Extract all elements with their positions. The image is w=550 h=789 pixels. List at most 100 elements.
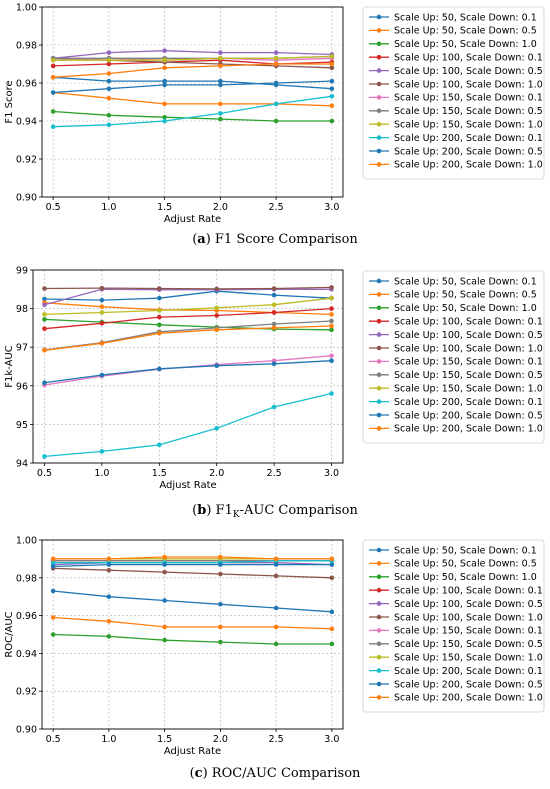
legend-entry: Scale Up: 50, Scale Down: 0.1 [394, 545, 537, 556]
data-point [329, 312, 334, 317]
legend-swatch-marker [376, 95, 382, 100]
series-line [53, 567, 332, 579]
data-point [329, 103, 335, 109]
caption-text: ROC/AUC Comparison [208, 766, 361, 781]
y-tick-label: 97 [16, 343, 28, 354]
legend-entry: Scale Up: 150, Scale Down: 0.1 [394, 93, 543, 104]
data-point [329, 118, 335, 124]
data-point [214, 363, 220, 369]
series-line [44, 307, 332, 330]
data-point [218, 111, 223, 116]
legend-swatch-marker [376, 695, 382, 700]
legend: Scale Up: 50, Scale Down: 0.1 Scale Up: 5… [362, 270, 545, 444]
data-point [99, 449, 105, 454]
x-tick-label: 1.5 [157, 202, 172, 213]
caption-rest: -AUC Comparison [240, 503, 359, 518]
legend-box [362, 6, 545, 180]
data-point [99, 341, 105, 346]
legend-entry: Scale Up: 150, Scale Down: 1.0 [394, 120, 543, 131]
legend-swatch-marker [376, 399, 382, 404]
data-point [218, 78, 223, 84]
legend-swatch-marker [376, 81, 382, 87]
legend-entry: Scale Up: 150, Scale Down: 1.0 [394, 653, 543, 664]
data-point [218, 56, 223, 61]
y-tick-label: 1.00 [16, 3, 37, 14]
y-tick-label: 1.00 [16, 536, 37, 547]
data-point [156, 286, 162, 291]
caption-open-paren: ( [192, 503, 197, 518]
legend: Scale Up: 50, Scale Down: 0.1 Scale Up: 5… [362, 539, 545, 713]
data-point [50, 90, 56, 95]
data-point [271, 292, 277, 298]
data-point [218, 601, 223, 607]
legend-entry: Scale Up: 100, Scale Down: 0.1 [394, 317, 543, 328]
x-axis-label: Adjust Rate [164, 214, 221, 225]
data-point [156, 331, 162, 336]
data-point [50, 63, 56, 69]
legend-swatch-marker [376, 372, 382, 378]
series-line [53, 63, 332, 78]
series-line [44, 392, 332, 458]
data-point [271, 302, 277, 308]
x-tick-label: 2.5 [269, 734, 284, 745]
data-point [156, 308, 162, 313]
series-line [53, 563, 332, 568]
legend-entry: Scale Up: 200, Scale Down: 0.5 [394, 679, 543, 690]
series-line [44, 297, 332, 316]
chart-panel-2: 94 95 96 97 98 99 0.5 1.0 1.5 2.0 2.5 3.0 Adjust Rat… [4, 266, 545, 520]
caption-subscript: K [233, 510, 240, 520]
data-point [329, 323, 334, 329]
legend-entry: Scale Up: 50, Scale Down: 0.5 [394, 26, 537, 37]
data-point [156, 295, 162, 301]
legend-swatch-marker [376, 148, 382, 154]
legend-swatch-marker [376, 305, 382, 311]
data-point [42, 347, 47, 353]
x-tick-label: 2.0 [209, 468, 224, 479]
legend-entry: Scale Up: 200, Scale Down: 0.1 [394, 666, 543, 677]
data-point [271, 286, 277, 291]
data-point [218, 639, 223, 645]
y-tick-label: 0.94 [16, 649, 37, 660]
series-line [44, 360, 332, 384]
series-line [53, 633, 332, 645]
data-point [273, 101, 279, 107]
caption-text: F1 [211, 503, 232, 518]
legend-entry: Scale Up: 100, Scale Down: 1.0 [394, 79, 543, 90]
legend-entry: Scale Up: 100, Scale Down: 1.0 [394, 343, 543, 354]
series-line [44, 355, 332, 386]
caption-close-paren: ) [203, 766, 208, 781]
data-point [218, 50, 223, 55]
series-line [44, 325, 332, 351]
data-point [50, 124, 56, 129]
series-line [44, 288, 332, 306]
data-point [50, 57, 56, 63]
legend-swatch-marker [376, 641, 382, 647]
legend-entry: Scale Up: 50, Scale Down: 1.0 [394, 39, 537, 50]
plot-frame [32, 269, 344, 464]
x-tick-label: 3.0 [324, 468, 339, 479]
data-point [156, 442, 162, 448]
legend-entry: Scale Up: 150, Scale Down: 0.1 [394, 626, 543, 637]
legend-swatch-marker [376, 135, 382, 140]
legend-entry: Scale Up: 50, Scale Down: 1.0 [394, 572, 537, 583]
x-tick-label: 1.5 [152, 468, 167, 479]
series-line [44, 286, 332, 290]
data-point [162, 569, 167, 575]
data-point [329, 306, 334, 311]
data-point [273, 50, 279, 55]
data-point [162, 48, 167, 53]
y-tick-label: 0.90 [16, 725, 37, 736]
data-point [162, 118, 167, 124]
x-tick-label: 0.5 [37, 468, 52, 479]
figure-caption: (b) F1K-AUC Comparison [192, 503, 358, 520]
data-point [162, 562, 167, 567]
data-point [214, 305, 220, 311]
legend-box [362, 539, 545, 713]
data-point [273, 573, 279, 579]
legend-swatch-marker [376, 561, 382, 566]
legend-swatch-marker [376, 654, 382, 660]
data-point [162, 82, 167, 88]
chart-panel-3: 0.90 0.92 0.94 0.96 0.98 1.00 0.5 1.0 1.5 2.0 2.5 3… [4, 536, 545, 781]
data-point [329, 391, 334, 396]
